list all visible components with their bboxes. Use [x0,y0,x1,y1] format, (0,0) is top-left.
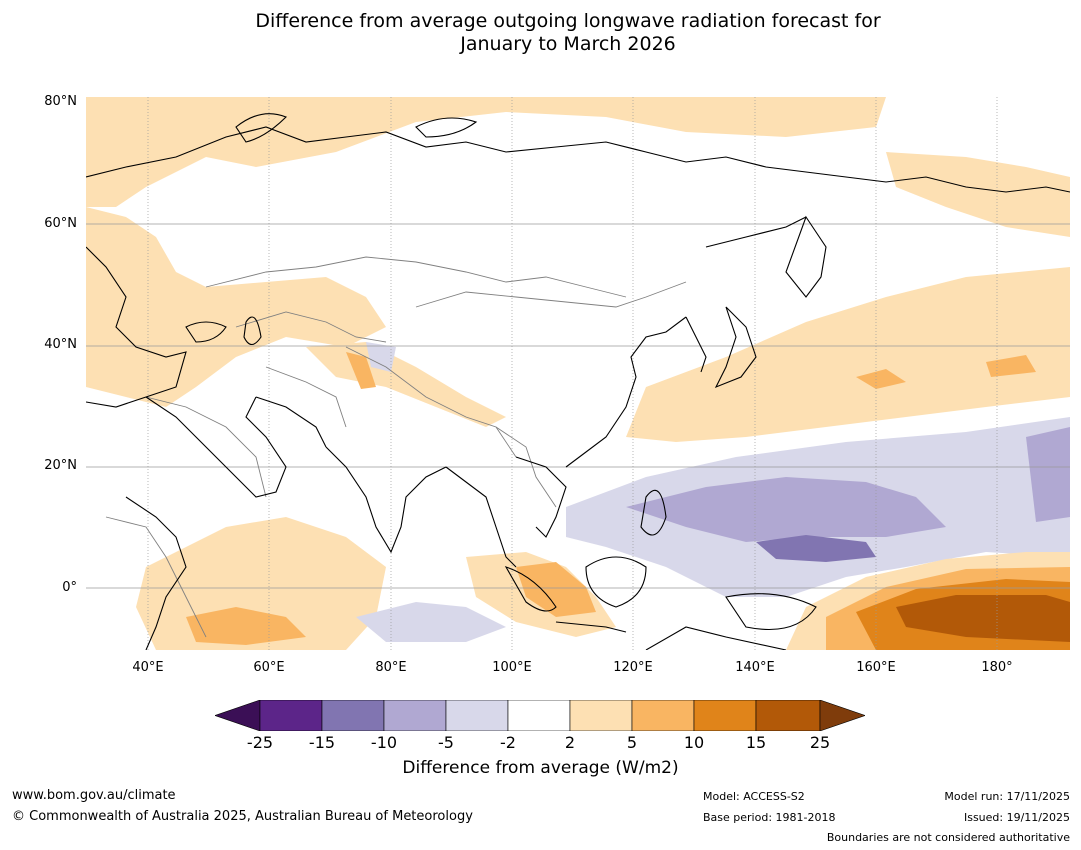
colorbar-swatch--2-2 [507,700,571,731]
colorbar-tick-minus-10: -10 [370,733,398,752]
colorbar-tick-minus-25: -25 [246,733,274,752]
border-mongolia-china [415,281,687,308]
lon-label-60e: 60°E [253,660,285,675]
anomaly-tibet-lavender [366,342,396,372]
footer-model-run: Model run: 17/11/2025 [944,790,1070,803]
colorbar-swatch--10--5 [383,700,447,731]
anomaly-fills [86,97,1070,650]
coast-borneo [585,556,647,608]
coast-europe-mediterranean [86,246,187,408]
footer-issued: Issued: 19/11/2025 [963,811,1070,824]
colorbar-tick-minus-15: -15 [308,733,336,752]
olr-anomaly-map [86,97,1070,650]
colorbar [215,700,865,731]
lon-label-140e: 140°E [735,660,775,675]
anomaly-maritime-orange [516,562,596,617]
coast-bay-of-bengal [445,466,517,568]
colorbar-label: Difference from average (W/m2) [402,758,679,778]
border-china-india [345,346,517,458]
coast-india [325,446,447,554]
coast-korea [685,316,707,373]
lat-label-40n: 40°N [44,337,77,352]
footer-model: Model: ACCESS-S2 [703,790,805,803]
colorbar-swatch-2-5 [569,700,633,731]
lat-label-0: 0° [62,580,77,595]
colorbar-tick-25: 25 [809,733,831,752]
border-central-asia [235,311,387,343]
coast-taymyr [415,117,478,138]
footer-boundaries-note: Boundaries are not considered authoritat… [826,831,1070,844]
lon-label-100e: 100°E [492,660,532,675]
lon-label-80e: 80°E [375,660,407,675]
anomaly-east-pacific-light-purple [1026,427,1070,522]
colorbar-tick-2: 2 [564,733,576,752]
coast-gulf [255,396,327,448]
border-middle-east [145,396,267,498]
coast-japan [714,306,757,389]
colorbar-swatch--15--10 [321,700,385,731]
anomaly-west-pacific-purple [756,535,876,562]
colorbar-swatch-15-25 [755,700,821,731]
coast-australia-top [645,626,787,650]
chart-title: Difference from average outgoing longwav… [0,10,1081,56]
title-line-1: Difference from average outgoing longwav… [255,10,881,32]
border-africa [105,516,207,638]
graticule [86,97,1070,650]
colorbar-swatch-below--25 [215,700,261,731]
country-borders [105,256,687,638]
anomaly-indian-ocean-orange [186,607,306,645]
anomaly-indian-ocean-lavender [356,602,506,642]
border-russia-kazakhstan [205,256,627,298]
colorbar-swatch-5-10 [631,700,695,731]
coast-kamchatka [785,215,827,298]
coast-okhotsk [705,216,807,248]
title-line-2: January to March 2026 [460,33,676,55]
footer-base-period: Base period: 1981-2018 [703,811,836,824]
lon-label-40e: 40°E [132,660,164,675]
lon-label-120e: 120°E [613,660,653,675]
anomaly-south-pacific-brown [896,595,1070,642]
lat-label-80n: 80°N [44,94,77,109]
coast-sumatra [504,566,557,612]
coast-indochina [515,456,567,538]
coastlines [86,113,1070,650]
colorbar-swatch-above-25 [819,700,865,731]
coast-new-guinea [725,593,817,630]
anomaly-europe-tan [86,207,386,407]
anomaly-himalaya-orange [346,352,376,389]
colorbar-tick-5: 5 [626,733,638,752]
border-iran-pakistan [265,366,347,428]
lat-label-20n: 20°N [44,458,77,473]
anomaly-himalaya-tan [306,342,506,427]
coast-east-africa [125,496,187,650]
coast-philippines [640,489,667,536]
coast-arctic [86,126,1070,193]
map-svg [86,97,1070,650]
anomaly-north-pacific-orange [856,355,1036,389]
anomaly-arctic-tan [86,97,886,207]
footer-url[interactable]: www.bom.gov.au/climate [12,788,176,803]
anomaly-west-pacific-light-purple [626,477,946,542]
colorbar-swatch-10-15 [693,700,757,731]
anomaly-north-pacific-tan [626,267,1070,442]
colorbar-tick-15: 15 [745,733,767,752]
colorbar-swatch--25--15 [259,700,323,731]
colorbar-tick-minus-5: -5 [438,733,454,752]
coast-china [565,316,687,468]
coast-java [555,621,627,633]
coast-novaya-zemlya [235,113,287,143]
coast-arabia [145,396,287,498]
colorbar-swatch--5--2 [445,700,509,731]
lat-label-60n: 60°N [44,216,77,231]
colorbar-tick-minus-2: -2 [500,733,516,752]
coast-black-caspian [185,316,262,346]
anomaly-bering-tan [886,152,1070,237]
footer-copyright: © Commonwealth of Australia 2025, Austra… [12,809,473,824]
lon-label-180: 180° [981,660,1013,675]
lon-label-160e: 160°E [856,660,896,675]
colorbar-tick-10: 10 [683,733,705,752]
